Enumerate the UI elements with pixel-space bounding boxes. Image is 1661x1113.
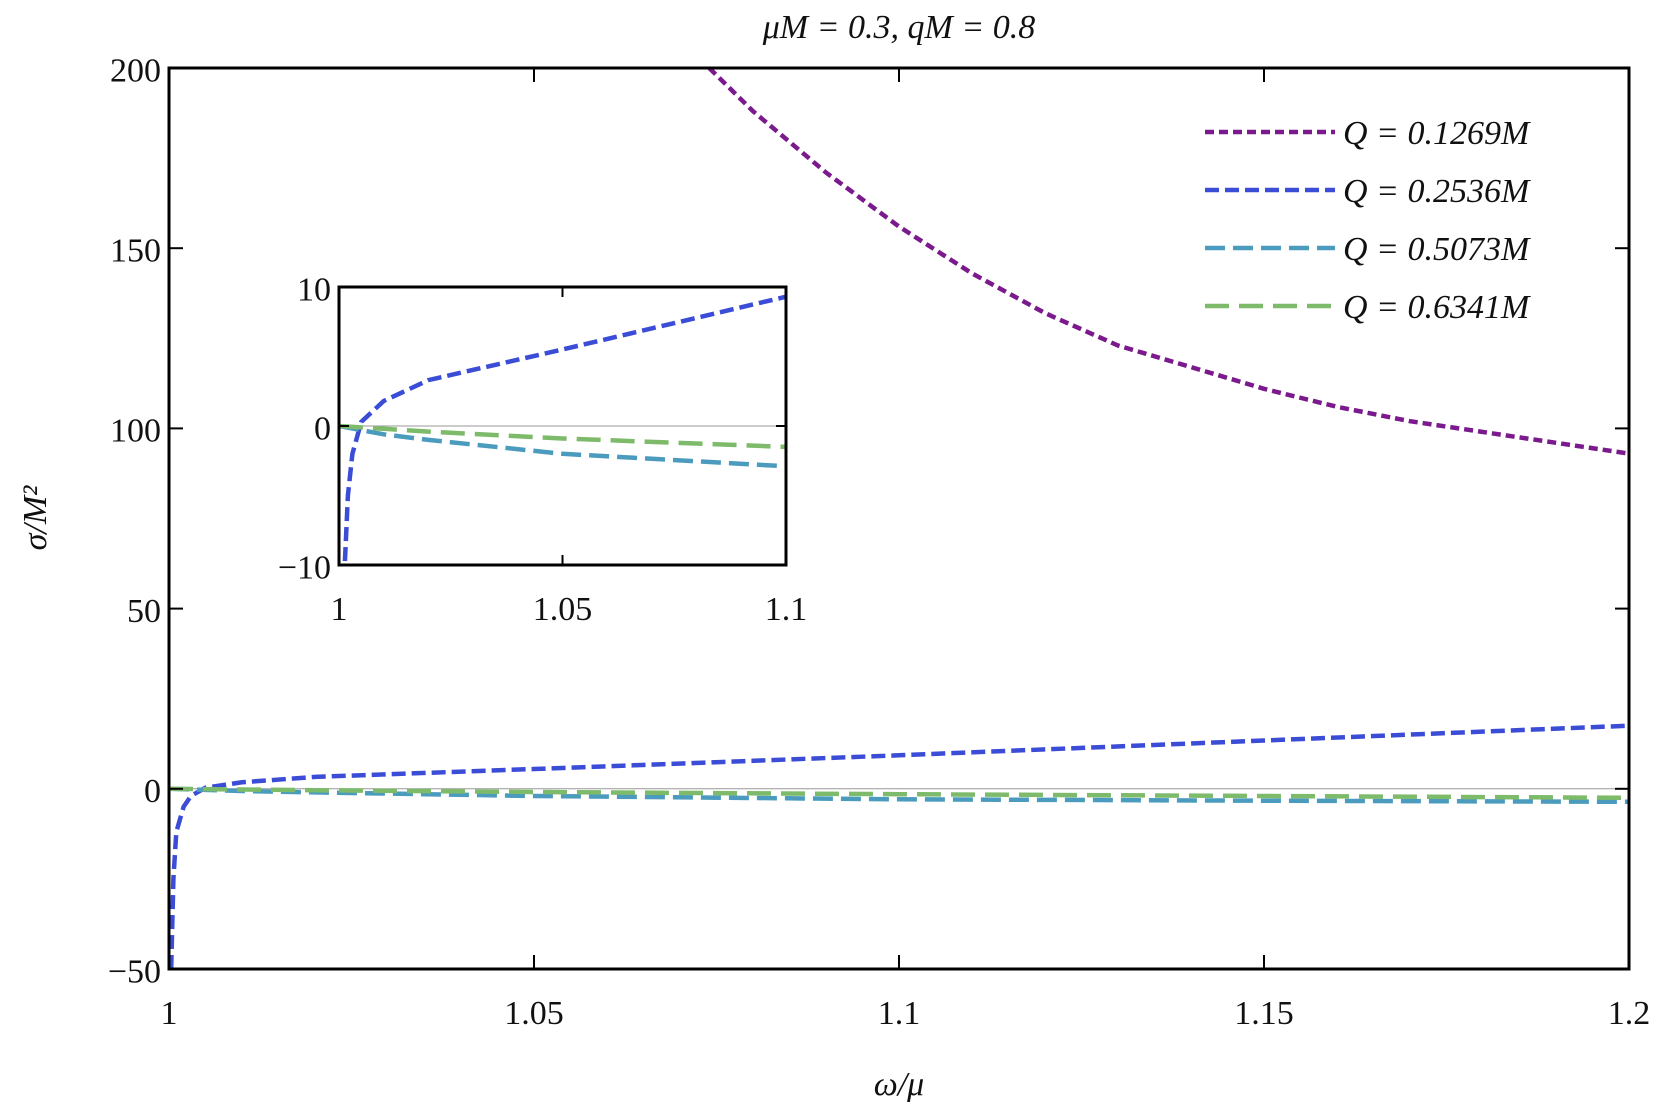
series-line-1 xyxy=(169,723,1629,969)
legend-label-0: Q = 0.1269M xyxy=(1343,115,1531,152)
x-tick-label: 1.2 xyxy=(1608,995,1651,1032)
x-tick-label: 1.05 xyxy=(504,995,564,1032)
y-tick-label: 10 xyxy=(297,271,331,308)
x-tick-label: 1.15 xyxy=(1234,995,1294,1032)
series-line-3 xyxy=(339,423,786,450)
series-line-2 xyxy=(339,423,786,469)
x-tick-label: 1.05 xyxy=(533,591,593,628)
y-tick-label: 100 xyxy=(110,413,161,450)
legend-label-2: Q = 0.5073M xyxy=(1343,231,1531,268)
x-tick-label: 1.1 xyxy=(765,591,808,628)
x-tick-label: 1 xyxy=(161,995,178,1032)
y-tick-label: 200 xyxy=(110,52,161,89)
y-tick-label: 50 xyxy=(127,593,161,630)
inset-plot: 1 1.05 1.1 −10 0 10 xyxy=(278,271,808,628)
y-tick-label: 0 xyxy=(314,410,331,447)
legend-label-3: Q = 0.6341M xyxy=(1343,289,1531,326)
x-tick-label: 1.1 xyxy=(878,995,921,1032)
x-tick-label: 1 xyxy=(331,591,348,628)
y-tick-label: −50 xyxy=(108,953,161,990)
legend: Q = 0.1269M Q = 0.2536M Q = 0.5073M Q = 0.6… xyxy=(1205,115,1531,326)
y-tick-label: 150 xyxy=(110,233,161,270)
series-line-3 xyxy=(169,786,1629,801)
legend-label-1: Q = 0.2536M xyxy=(1343,173,1531,210)
x-axis-label: ω/μ xyxy=(874,1066,925,1103)
y-tick-label: −10 xyxy=(278,549,331,586)
series-line-0 xyxy=(707,68,1629,456)
chart-title: μM = 0.3, qM = 0.8 xyxy=(762,9,1036,46)
y-axis-label: σ/M² xyxy=(17,485,54,551)
y-tick-label: 0 xyxy=(144,773,161,810)
